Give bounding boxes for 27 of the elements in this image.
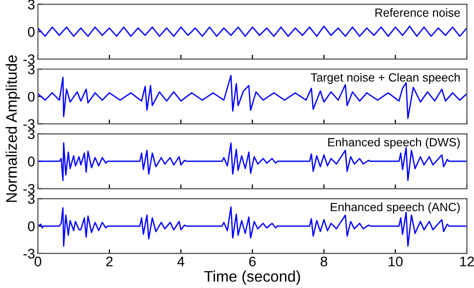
x-tick-label: 10 (388, 256, 403, 266)
x-tick-label: 4 (177, 256, 184, 266)
y-axis-title: Normalized Amplitude (6, 55, 20, 202)
y-tick-label: -3 (23, 119, 35, 130)
x-tick-label: 8 (320, 256, 328, 266)
y-tick-label: -3 (23, 248, 35, 259)
x-tick-label: 12 (460, 256, 474, 266)
x-tick-label: 6 (249, 256, 256, 266)
y-tick-label: 0 (28, 156, 35, 166)
x-tick-label: 0 (34, 256, 42, 266)
y-tick-label: 3 (28, 194, 35, 204)
line-series (38, 26, 467, 37)
y-tick-label: 0 (28, 92, 35, 102)
x-tick-label: 2 (106, 256, 113, 266)
chart-title: Reference noise (375, 8, 460, 17)
y-tick-label: 0 (28, 27, 35, 37)
y-tick-label: 0 (28, 221, 35, 232)
y-tick-label: 3 (28, 0, 35, 10)
chart-title: Enhanced speech (ANC) (330, 202, 460, 214)
y-tick-label: -3 (23, 184, 35, 194)
y-tick-label: 3 (28, 129, 35, 140)
chart-title: Target noise + Clean speech (310, 72, 460, 84)
y-tick-label: -3 (23, 54, 35, 64)
line-series (38, 74, 467, 119)
chart-title: Enhanced speech (DWS) (328, 138, 460, 149)
x-axis-title: Time (second) (204, 270, 300, 285)
y-tick-label: 3 (28, 64, 35, 74)
